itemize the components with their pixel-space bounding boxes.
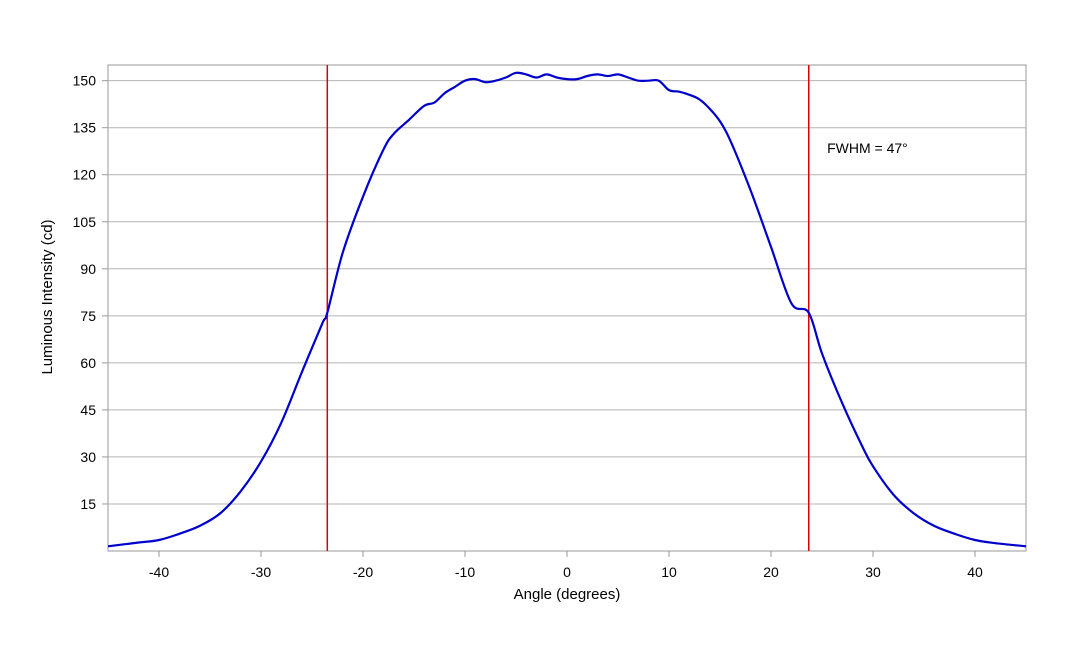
gridlines (108, 80, 1026, 505)
intensity-curve-line (107, 71, 1027, 548)
y-tick-label: 45 (80, 402, 96, 418)
y-tick-label: 150 (73, 73, 97, 89)
x-axis-ticks: -40 -30 -20 -10 0 10 20 30 40 (149, 551, 983, 580)
annotations: FWHM = 47° (827, 140, 908, 156)
x-tick-label: 40 (967, 564, 983, 580)
y-tick-label: 75 (80, 308, 96, 324)
x-tick-label: 20 (763, 564, 779, 580)
y-tick-label: 105 (73, 214, 97, 230)
y-tick-label: 90 (80, 261, 96, 277)
x-tick-label: 30 (865, 564, 881, 580)
x-tick-label: 10 (661, 564, 677, 580)
x-tick-label: 0 (563, 564, 571, 580)
x-tick-label: -10 (455, 564, 475, 580)
y-tick-label: 135 (73, 120, 97, 136)
x-tick-label: -30 (251, 564, 271, 580)
y-tick-label: 60 (80, 355, 96, 371)
y-tick-label: 120 (73, 167, 97, 183)
y-tick-label: 30 (80, 449, 96, 465)
x-axis-title: Angle (degrees) (514, 586, 621, 603)
x-tick-label: -40 (149, 564, 169, 580)
y-axis-title: Luminous Intensity (cd) (39, 219, 56, 374)
reference-lines (326, 65, 810, 551)
y-axis-ticks: 15 30 45 60 75 90 105 120 135 150 (73, 73, 108, 512)
plot-area (107, 64, 1027, 552)
series-group (107, 71, 1027, 548)
fwhm-annotation: FWHM = 47° (827, 140, 908, 156)
y-tick-label: 15 (80, 496, 96, 512)
x-tick-label: -20 (353, 564, 373, 580)
